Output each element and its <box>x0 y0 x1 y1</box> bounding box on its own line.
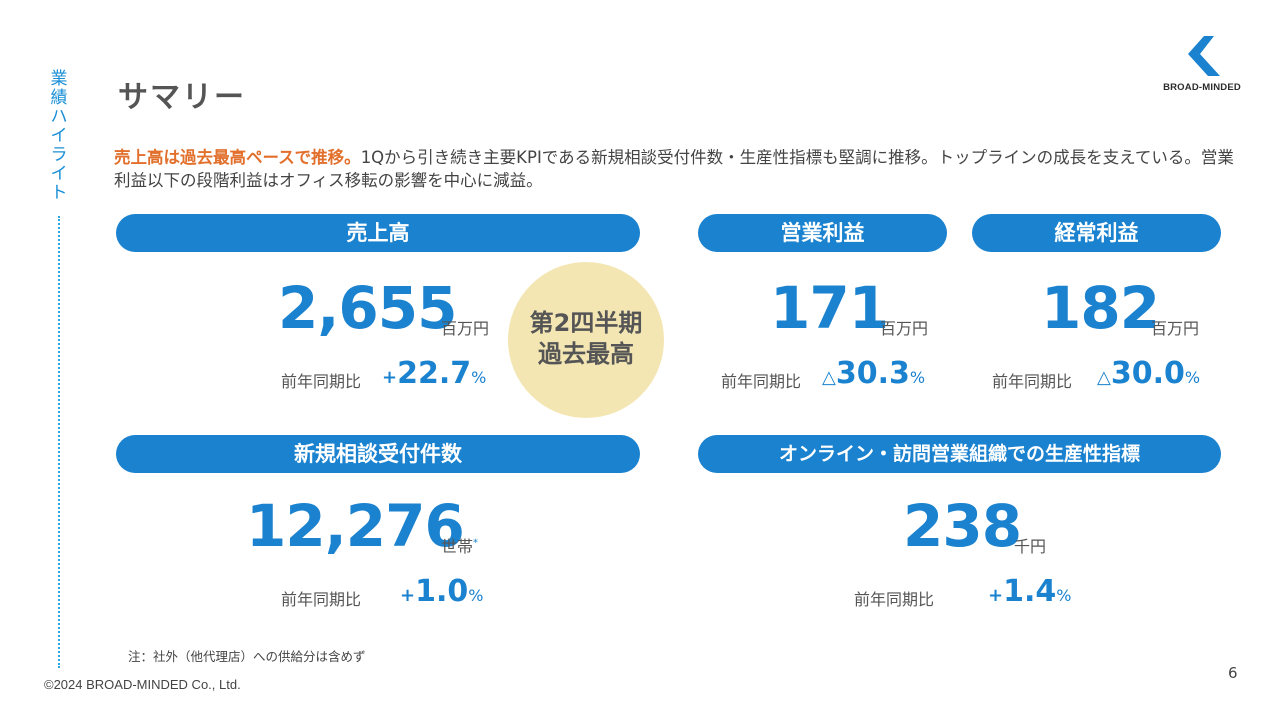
operating-profit-yoy-change: △30.3% <box>822 356 925 391</box>
operating-profit-unit: 百万円 <box>880 319 929 338</box>
sales-yoy-sign: + <box>382 367 398 388</box>
operating-profit-value: 171 <box>770 274 889 342</box>
summary-text: 売上高は過去最高ペースで推移。1Qから引き続き主要KPIである新規相談受付件数・… <box>114 146 1244 192</box>
section-label-char: 績 <box>50 88 68 108</box>
operating-profit-header: 営業利益 <box>698 214 947 252</box>
page-number: 6 <box>1228 664 1238 682</box>
logo-text: BROAD-MINDED <box>1163 82 1241 93</box>
productivity-unit: 千円 <box>1014 537 1047 556</box>
page-title: サマリー <box>118 80 246 115</box>
productivity-value: 238 <box>903 492 1022 560</box>
operating-profit-yoy-number: 30.3 <box>835 356 910 391</box>
ordinary-profit-yoy-sign: △ <box>1097 367 1111 388</box>
sales-header: 売上高 <box>116 214 640 252</box>
ordinary-profit-value: 182 <box>1041 274 1160 342</box>
new-consultations-unit-text: 世帯 <box>441 537 474 556</box>
operating-profit-yoy-percent: % <box>909 368 926 387</box>
sales-yoy-change: +22.7% <box>382 356 486 391</box>
ordinary-profit-yoy-percent: % <box>1184 368 1201 387</box>
new-consultations-header: 新規相談受付件数 <box>116 435 640 473</box>
sales-yoy-label: 前年同期比 <box>281 372 362 391</box>
new-consultations-yoy-number: 1.0 <box>415 574 469 609</box>
sales-yoy-number: 22.7 <box>397 356 472 391</box>
ordinary-profit-unit: 百万円 <box>1151 319 1200 338</box>
new-consultations-yoy-label: 前年同期比 <box>281 590 362 609</box>
new-consultations-yoy-change: +1.0% <box>400 574 483 609</box>
sales-yoy-percent: % <box>471 368 487 387</box>
new-consultations-yoy-percent: % <box>468 586 484 605</box>
new-consultations-yoy-sign: + <box>400 585 416 606</box>
productivity-yoy-sign: + <box>988 585 1004 606</box>
operating-profit-yoy-label: 前年同期比 <box>721 372 802 391</box>
productivity-yoy-label: 前年同期比 <box>854 590 935 609</box>
copyright: ©2024 BROAD-MINDED Co., Ltd. <box>44 677 241 692</box>
badge-line-2: 過去最高 <box>538 340 634 368</box>
section-vertical-label: 業 績 ハ イ ラ イ ト <box>48 70 70 203</box>
sales-unit: 百万円 <box>441 319 490 338</box>
new-consultations-unit: 世帯* <box>441 533 478 557</box>
section-label-char: 業 <box>50 69 68 89</box>
new-consultations-value: 12,276 <box>246 492 465 560</box>
summary-highlight: 売上高は過去最高ペースで推移。 <box>114 148 361 167</box>
logo-mark-icon <box>1188 36 1220 76</box>
company-logo: BROAD-MINDED <box>1160 36 1244 96</box>
ordinary-profit-yoy-number: 30.0 <box>1110 356 1185 391</box>
section-label-char: ト <box>50 183 68 203</box>
footnote: 注：社外（他代理店）への供給分は含めず <box>128 649 366 664</box>
badge-line-1: 第2四半期 <box>529 309 643 337</box>
section-label-char: ラ <box>50 145 68 165</box>
operating-profit-yoy-sign: △ <box>822 367 836 388</box>
productivity-yoy-change: +1.4% <box>988 574 1071 609</box>
productivity-yoy-number: 1.4 <box>1003 574 1057 609</box>
footnote-mark: * <box>473 537 479 549</box>
sales-value: 2,655 <box>278 274 457 342</box>
record-high-badge: 第2四半期 過去最高 <box>508 262 664 418</box>
ordinary-profit-header: 経常利益 <box>972 214 1221 252</box>
section-label-char: ハ <box>50 107 68 127</box>
section-label-char: イ <box>50 126 68 146</box>
productivity-header: オンライン・訪問営業組織での生産性指標 <box>698 435 1221 473</box>
summary-body: 1Qから引き続き主要KPIである新規相談受付件数・生産性指標も堅調に推移。トップ… <box>114 148 1234 190</box>
section-label-char: イ <box>50 164 68 184</box>
dotted-divider <box>58 216 60 668</box>
ordinary-profit-yoy-change: △30.0% <box>1097 356 1200 391</box>
ordinary-profit-yoy-label: 前年同期比 <box>992 372 1073 391</box>
productivity-yoy-percent: % <box>1056 586 1072 605</box>
